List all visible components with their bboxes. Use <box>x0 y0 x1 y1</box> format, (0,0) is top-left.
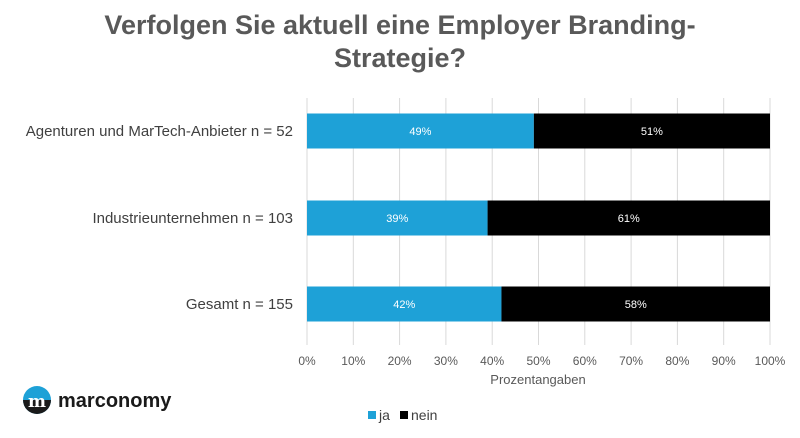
x-tick-label: 100% <box>755 354 786 368</box>
x-tick-label: 30% <box>434 354 458 368</box>
legend-label-nein: nein <box>411 407 437 423</box>
legend-label-ja: ja <box>378 407 390 423</box>
data-label: 61% <box>618 213 640 225</box>
data-label: 42% <box>393 299 415 311</box>
category-label: Industrieunternehmen n = 103 <box>92 210 293 227</box>
data-label: 51% <box>641 126 663 138</box>
marconomy-logo-icon: m <box>23 386 51 414</box>
bar-ja <box>307 113 534 149</box>
bar-ja <box>307 286 502 322</box>
bar-nein <box>501 286 770 322</box>
x-tick-label: 20% <box>388 354 412 368</box>
chart-title-line-1: Verfolgen Sie aktuell eine Employer Bran… <box>104 10 695 40</box>
bar-nein <box>487 200 770 236</box>
bars: 49% 51% 39% 61% 42% 58% <box>307 113 770 322</box>
x-tick-label: 0% <box>298 354 316 368</box>
x-tick-label: 60% <box>573 354 597 368</box>
data-label: 39% <box>386 213 408 225</box>
x-tick-label: 80% <box>665 354 689 368</box>
logo-wordmark: marconomy <box>58 390 172 412</box>
x-tick-label: 40% <box>480 354 504 368</box>
legend: ja nein <box>368 407 437 423</box>
category-label: Agenturen und MarTech-Anbieter n = 52 <box>26 123 293 140</box>
legend-swatch-nein <box>400 411 408 419</box>
data-label: 58% <box>625 299 647 311</box>
x-tick-label: 50% <box>526 354 550 368</box>
bar-ja <box>307 200 488 236</box>
x-axis-ticks: 0% 10% 20% 30% 40% 50% 60% 70% 80% 90% 100% <box>298 354 785 368</box>
data-label: 49% <box>409 126 431 138</box>
legend-swatch-ja <box>368 411 376 419</box>
chart-title-line-2: Strategie? <box>334 43 466 73</box>
bar-nein <box>533 113 770 149</box>
x-tick-label: 70% <box>619 354 643 368</box>
x-axis-title: Prozentangaben <box>490 372 585 387</box>
x-tick-label: 10% <box>341 354 365 368</box>
marconomy-logo: m marconomy <box>23 386 172 414</box>
category-labels: Agenturen und MarTech-Anbieter n = 52 Ind… <box>26 123 293 313</box>
x-tick-label: 90% <box>712 354 736 368</box>
svg-text:m: m <box>28 392 46 412</box>
category-label: Gesamt n = 155 <box>186 296 293 313</box>
